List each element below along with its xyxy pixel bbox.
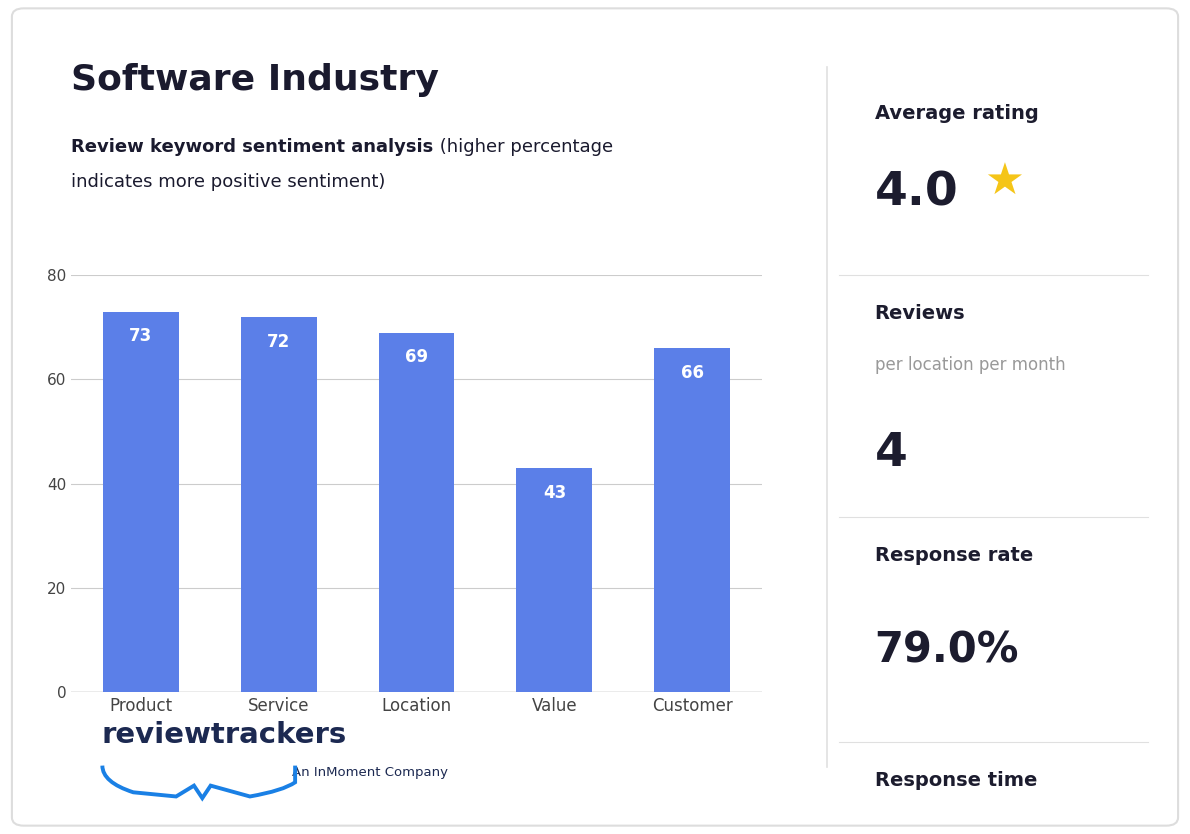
Bar <box>102 312 178 692</box>
Text: 79.0%: 79.0% <box>875 630 1019 671</box>
Text: 69: 69 <box>405 348 428 366</box>
Text: reviewtrackers: reviewtrackers <box>101 721 346 750</box>
Text: 66: 66 <box>681 364 703 382</box>
Text: Review keyword sentiment analysis: Review keyword sentiment analysis <box>71 138 433 156</box>
Text: 4.0: 4.0 <box>875 171 958 216</box>
Text: Response rate: Response rate <box>875 546 1033 565</box>
Bar <box>516 468 593 692</box>
Text: ★: ★ <box>984 161 1025 204</box>
Text: 4: 4 <box>875 431 908 476</box>
Bar <box>654 348 731 692</box>
Text: per location per month: per location per month <box>875 356 1065 374</box>
Text: 72: 72 <box>267 333 290 350</box>
Bar <box>240 317 317 692</box>
Text: Reviews: Reviews <box>875 304 965 324</box>
Bar <box>378 333 455 692</box>
FancyBboxPatch shape <box>12 8 1178 826</box>
Text: 43: 43 <box>543 484 566 502</box>
Text: indicates more positive sentiment): indicates more positive sentiment) <box>71 173 386 191</box>
Text: Software Industry: Software Industry <box>71 63 439 97</box>
Text: An InMoment Company: An InMoment Company <box>292 766 447 779</box>
Text: Response time: Response time <box>875 771 1036 791</box>
Text: 73: 73 <box>129 327 152 345</box>
Text: Average rating: Average rating <box>875 104 1039 123</box>
Text: (higher percentage: (higher percentage <box>434 138 614 156</box>
